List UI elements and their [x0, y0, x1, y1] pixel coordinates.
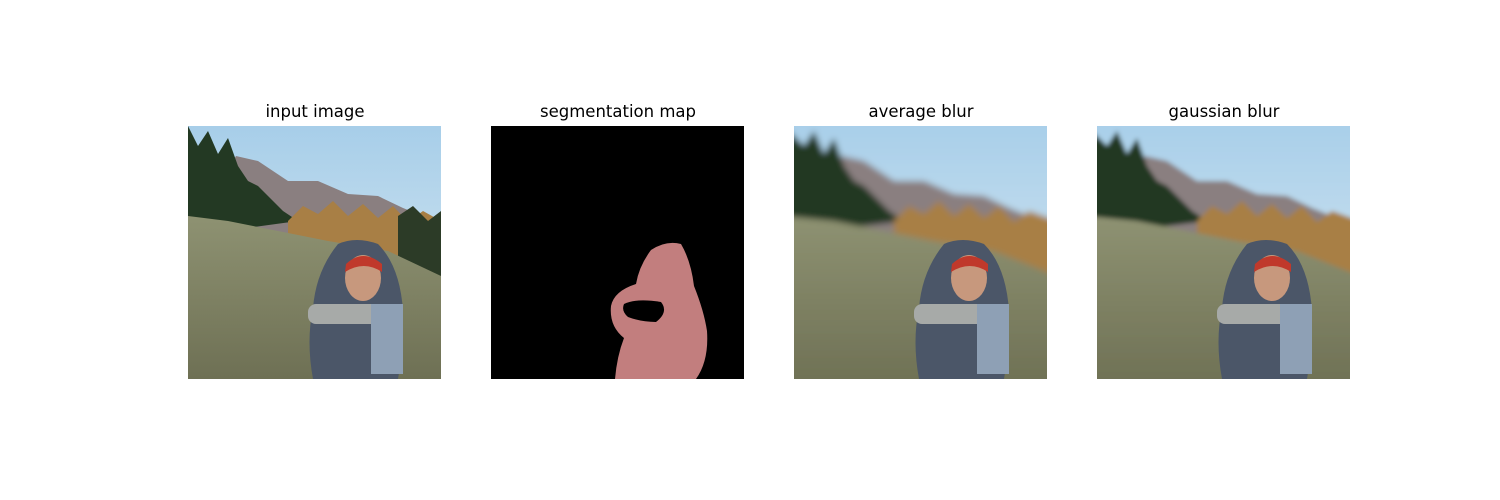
gaussian-blur-image	[1097, 126, 1350, 379]
panel-title: segmentation map	[540, 102, 696, 121]
panel-title: average blur	[868, 102, 974, 121]
panel-title: input image	[265, 102, 365, 121]
input-image	[188, 126, 441, 379]
segmentation-hole	[623, 300, 665, 322]
scene-person	[308, 240, 403, 379]
sharp-person	[914, 240, 1009, 379]
average-blur-image	[794, 126, 1047, 379]
sharp-person	[1217, 240, 1312, 379]
panel-title: gaussian blur	[1168, 102, 1280, 121]
segmentation-image	[491, 126, 744, 379]
